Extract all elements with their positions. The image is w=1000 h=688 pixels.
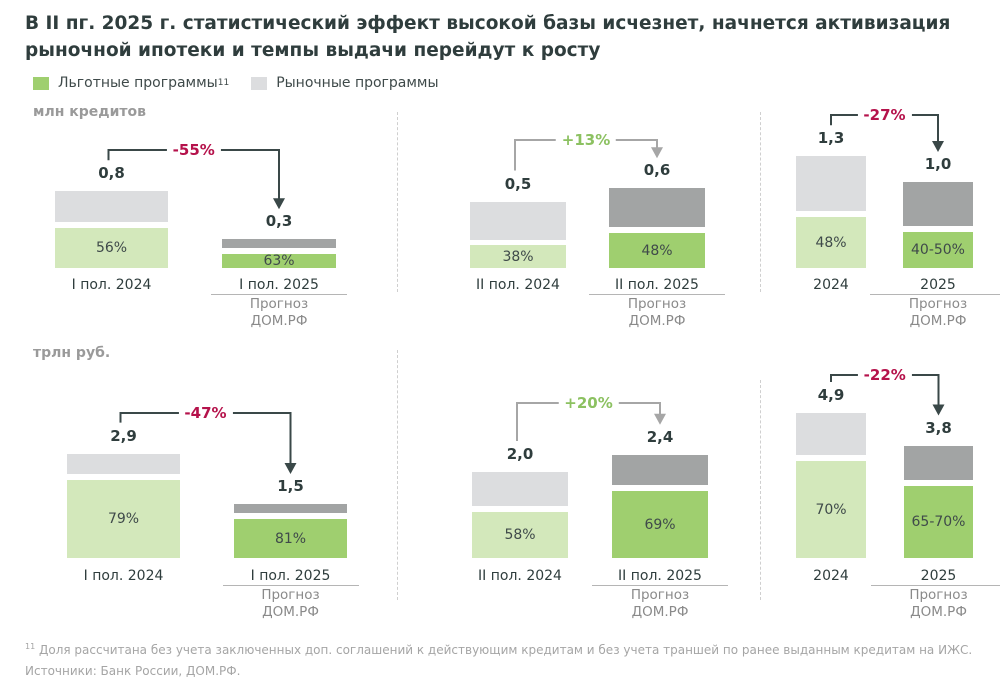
bar-segment-preferential: 79% [67, 480, 180, 558]
bar-segment-market [612, 454, 708, 485]
arrow-head-icon [932, 404, 945, 416]
category-label: 2025 [920, 568, 957, 584]
bar-segment-preferential: 58% [472, 512, 568, 558]
forecast-divider [592, 585, 728, 586]
bar-segment-preferential: 48% [609, 233, 705, 268]
legend-label-market: Рыночные программы [276, 75, 439, 91]
bar-segment-market [67, 453, 180, 474]
unit-label-bottom: трлн руб. [33, 345, 111, 361]
category-label: I пол. 2025 [239, 277, 319, 293]
bar-segment-preferential: 38% [470, 245, 566, 268]
bar-total-label: 4,9 [817, 385, 845, 404]
arrow-head-icon [273, 198, 285, 210]
bar-segment-preferential: 40-50% [903, 232, 973, 268]
forecast-divider [222, 585, 359, 586]
change-label: -22% [857, 366, 912, 384]
bar-total-label: 0,8 [98, 164, 125, 183]
forecast-note-line1: Прогноз [909, 587, 968, 603]
change-label: -55% [166, 141, 221, 159]
separator [760, 112, 761, 292]
bar-segment-preferential: 81% [234, 519, 347, 558]
bar-segment-preferential: 63% [222, 253, 336, 269]
bar-total-label: 0,3 [265, 212, 293, 231]
separator [760, 380, 761, 600]
category-label: II пол. 2024 [476, 277, 560, 293]
bar-segment-market [234, 504, 347, 513]
category-label: 2024 [813, 568, 849, 584]
bar-segment-market [796, 156, 866, 212]
bar-segment-preferential: 48% [796, 217, 866, 268]
separator [397, 112, 398, 292]
forecast-note-line2: ДОМ.РФ [262, 604, 319, 620]
legend: Льготные программы 11 Рыночные программы [33, 75, 439, 91]
forecast-note-line2: ДОМ.РФ [631, 604, 689, 620]
bar-total-label: 2,9 [110, 426, 137, 445]
bar-total-label: 2,0 [506, 445, 534, 463]
bar-total-label: 1,3 [817, 129, 845, 148]
bar-segment-preferential: 69% [612, 491, 708, 558]
bar-segment-market [904, 445, 973, 480]
legend-swatch-market [251, 76, 268, 90]
bar-segment-preferential: 70% [796, 461, 866, 558]
bar-segment-preferential: 65-70% [904, 486, 973, 558]
legend-swatch-preferential [33, 76, 49, 90]
bar-total-label: 2,4 [646, 427, 674, 446]
category-label: 2024 [813, 277, 849, 293]
forecast-note-line2: ДОМ.РФ [910, 604, 967, 620]
forecast-divider [589, 294, 725, 295]
change-label: -47% [178, 404, 233, 422]
forecast-note-line1: Прогноз [908, 296, 968, 312]
bar-segment-market [609, 188, 705, 228]
change-label: +13% [555, 131, 617, 149]
forecast-note-line1: Прогноз [261, 587, 320, 603]
category-label: II пол. 2024 [478, 568, 562, 584]
forecast-divider [870, 294, 1000, 295]
forecast-note-line1: Прогноз [249, 296, 309, 312]
forecast-note-line1: Прогноз [630, 587, 690, 603]
category-label: 2025 [920, 277, 956, 293]
category-label: I пол. 2024 [83, 568, 164, 584]
bar-segment-market [796, 412, 866, 455]
forecast-note-line2: ДОМ.РФ [628, 313, 686, 329]
bar-total-label: 1,5 [277, 477, 304, 495]
unit-label-top: млн кредитов [33, 104, 146, 120]
bar-total-label: 1,0 [924, 155, 952, 173]
forecast-note-line2: ДОМ.РФ [909, 313, 967, 329]
arrow-head-icon [651, 147, 663, 159]
change-label: -27% [857, 106, 912, 124]
forecast-divider [211, 294, 347, 295]
change-label: +20% [558, 394, 619, 412]
bar-segment-market [472, 472, 568, 506]
bar-total-label: 0,6 [643, 161, 671, 180]
bar-segment-preferential: 56% [55, 228, 168, 268]
page-title: В II пг. 2025 г. статистический эффект в… [25, 13, 951, 61]
legend-footnote-ref: 11 [217, 78, 230, 88]
arrow-head-icon [284, 463, 297, 474]
bar-total-label: 3,8 [925, 418, 952, 437]
category-label: I пол. 2024 [71, 277, 152, 293]
sources: Источники: Банк России, ДОМ.РФ. [25, 664, 241, 678]
bar-segment-market [903, 182, 973, 226]
forecast-note-line2: ДОМ.РФ [250, 313, 308, 329]
legend-label-preferential: Льготные программы [58, 75, 218, 91]
arrow-head-icon [654, 413, 666, 425]
category-label: I пол. 2025 [250, 568, 331, 584]
separator [397, 350, 398, 600]
category-label: II пол. 2025 [615, 277, 699, 293]
bar-segment-market [55, 191, 168, 223]
bar-segment-market [470, 201, 566, 240]
category-label: II пол. 2025 [618, 568, 702, 584]
bar-total-label: 0,5 [504, 174, 532, 193]
footnote: 11 Доля рассчитана без учета заключенных… [25, 642, 973, 657]
arrow-head-icon [932, 141, 944, 152]
bar-segment-market [222, 239, 336, 249]
forecast-divider [870, 585, 1000, 586]
forecast-note-line1: Прогноз [627, 296, 687, 312]
